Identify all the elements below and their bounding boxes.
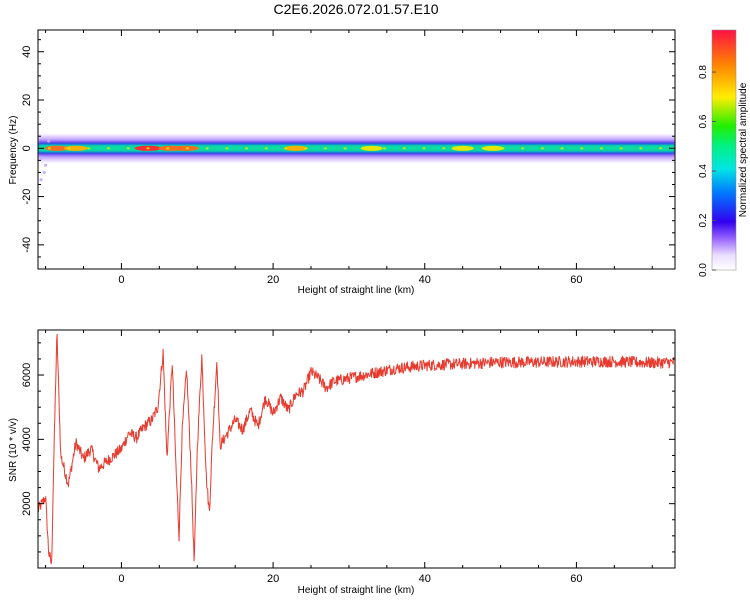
spectrogram-outlier [47, 139, 51, 143]
colorbar-tick-label: 0.4 [698, 164, 709, 178]
snr-x-tick-label: 20 [267, 573, 279, 585]
spectrogram-x-tick-label: 60 [570, 274, 582, 286]
spectrogram-frame [37, 29, 676, 270]
spectrogram-x-tick-label: 40 [419, 274, 431, 286]
snr-x-tick-label: 0 [118, 573, 124, 585]
colorbar-label: Normalized spectral amplitude [738, 82, 749, 217]
spectrogram-speck [205, 147, 209, 150]
spectrogram-ylabel: Frequency (Hz) [8, 116, 19, 185]
spectrogram-hotspot [44, 145, 70, 151]
spectrogram-y-tick-label: -40 [21, 237, 33, 253]
chart-title: C2E6.2026.072.01.57.E10 [273, 1, 439, 17]
spectrogram-y-tick-label: -20 [21, 189, 33, 205]
spectrogram-speck [264, 147, 268, 150]
spectrogram-speck [461, 147, 466, 150]
spectrogram-speck [442, 147, 446, 150]
spectrogram-outlier [43, 163, 48, 167]
spectrogram-speck [481, 147, 485, 150]
colorbar-tick-label: 0.2 [698, 213, 709, 227]
spectrogram-speck [87, 147, 91, 150]
spectrogram-hotspot [64, 145, 88, 151]
spectrogram-speck [225, 147, 229, 150]
spectrogram-outlier [42, 170, 46, 175]
spectrogram-outlier [39, 178, 43, 182]
spectrogram-speck [284, 147, 288, 150]
spectrogram-outlier [40, 156, 44, 160]
spectrogram-speck [580, 147, 584, 150]
colorbar-gradient [712, 30, 736, 270]
snr-ylabel: SNR (10 * v/v) [8, 418, 19, 482]
spectrogram-speck [166, 147, 170, 150]
spectrogram-speck [47, 147, 51, 150]
spectrogram-speck [363, 147, 367, 150]
colorbar-tick-label: 0.8 [698, 65, 709, 79]
spectrogram-speck [599, 147, 604, 150]
spectrogram-speck [560, 147, 564, 150]
spectrogram-speck [422, 147, 426, 150]
spectrogram-x-tick-label: 20 [267, 274, 279, 286]
colorbar-ticks: 0.0 0.2 0.4 0.6 0.8 [698, 65, 716, 277]
spectrogram-speck [67, 147, 71, 150]
colorbar-tick-label: 0.6 [698, 114, 709, 128]
snr-x-tick-label: 40 [419, 573, 431, 585]
spectrogram-speck [402, 147, 406, 150]
colorbar-frame [711, 29, 737, 271]
spectrogram-speck [382, 147, 387, 150]
snr-series-line [38, 333, 675, 565]
spectrogram-speck [520, 147, 525, 150]
spectrogram-speck [185, 147, 189, 150]
snr-xlabel: Height of straight line (km) [298, 585, 415, 596]
spectrogram-ticks: 0 20 40 60 -40 -20 0 20 40 [21, 30, 675, 286]
spectrogram-hotspot [482, 145, 504, 151]
spectrogram-speck [540, 147, 544, 150]
spectrogram-speck [619, 147, 623, 150]
snr-x-tick-label: 60 [570, 573, 582, 585]
spectrogram-y-tick-label: 20 [21, 94, 33, 106]
spectrogram-speck [658, 147, 663, 150]
snr-frame [37, 329, 676, 569]
snr-panel: 0 20 40 60 2000 4000 6000 Height of straight l… [8, 329, 676, 596]
snr-ticks: 0 20 40 60 2000 4000 6000 [21, 330, 675, 585]
spectrogram-panel: 0 20 40 60 -40 -20 0 20 40 Height of straight li… [8, 29, 676, 296]
spectrogram-speck [244, 147, 249, 150]
spectrogram-speck [304, 147, 308, 150]
spectrogram-y-tick-label: 0 [21, 145, 33, 151]
spectrogram-hotspot [283, 145, 308, 151]
snr-y-tick-label: 4000 [21, 427, 33, 451]
colorbar-tick-label: 0.0 [698, 263, 709, 277]
snr-plot-area [38, 330, 675, 568]
spectrogram-speck [343, 147, 347, 150]
band-core [38, 147, 675, 150]
spectrogram-speck [323, 147, 328, 150]
spectrogram-speck [146, 147, 150, 150]
spectrogram-y-tick-label: 40 [21, 46, 33, 58]
snr-y-tick-label: 2000 [21, 491, 33, 515]
spectrogram-xlabel: Height of straight line (km) [298, 285, 415, 296]
colorbar: 0.0 0.2 0.4 0.6 0.8 Normalized spectral ampl… [698, 29, 749, 277]
spectrogram-hotspot [360, 145, 383, 151]
spectrogram-speck [126, 147, 130, 150]
spectrogram-speck [106, 147, 111, 150]
spectrogram-band [38, 134, 675, 182]
spectrogram-speck [639, 147, 643, 150]
snr-y-tick-label: 6000 [21, 363, 33, 387]
spectrogram-x-tick-label: 0 [118, 274, 124, 286]
spectrogram-speck [501, 147, 505, 150]
